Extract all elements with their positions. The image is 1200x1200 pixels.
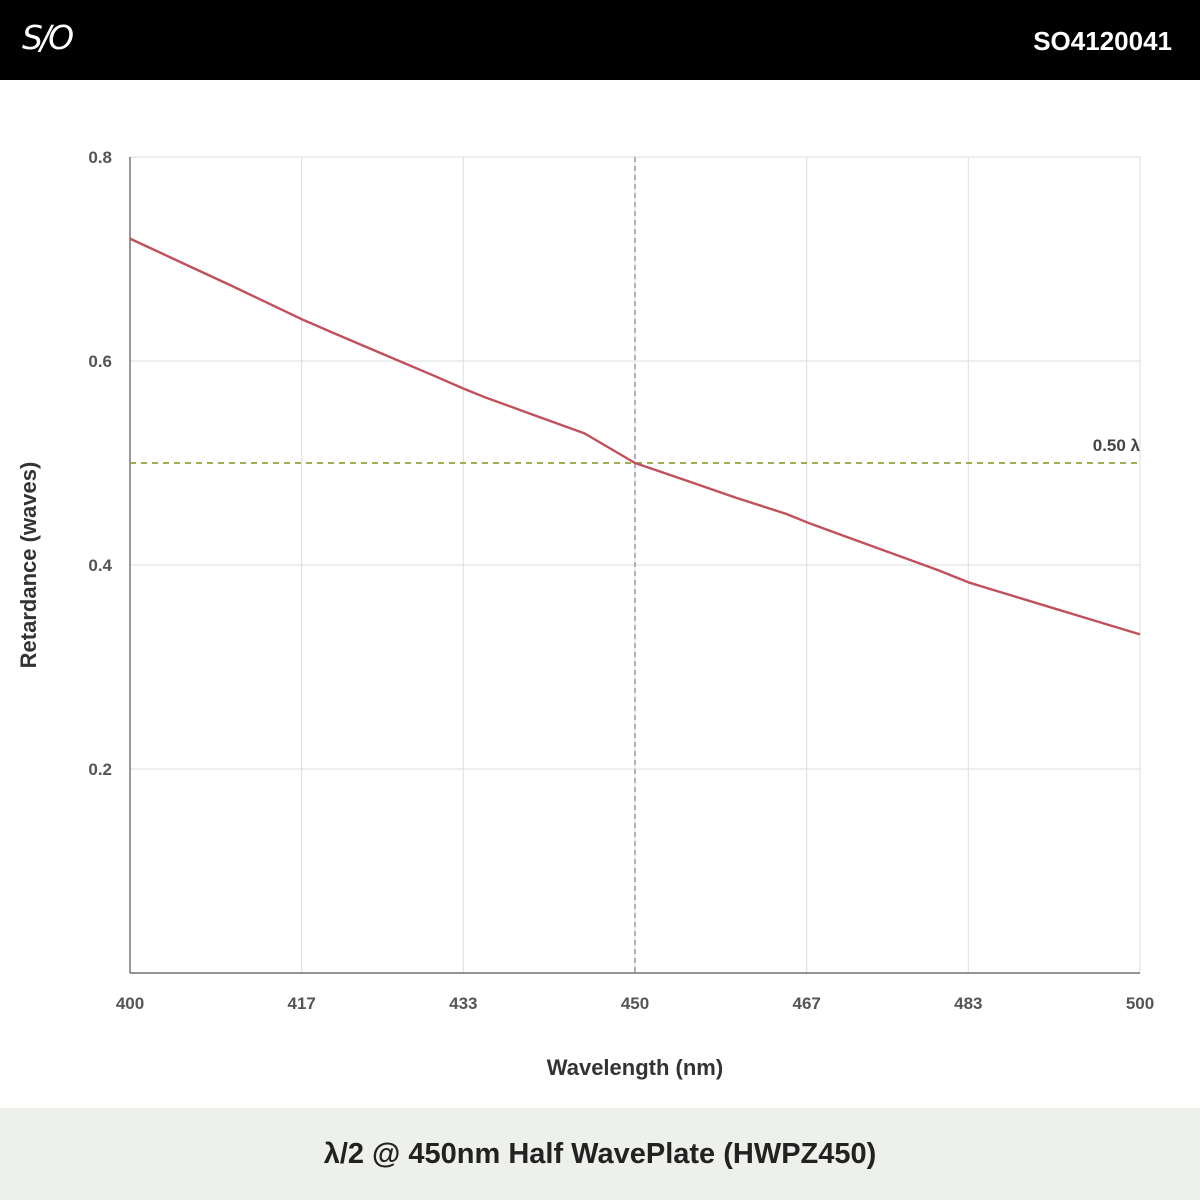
x-tick-label: 417 — [288, 994, 316, 1013]
x-tick-label: 450 — [621, 994, 649, 1013]
y-tick-label: 0.4 — [88, 556, 112, 575]
footer-bar: λ/2 @ 450nm Half WavePlate (HWPZ450) — [0, 1108, 1200, 1200]
brand-logo: S/O — [22, 18, 74, 57]
reference-line-label: 0.50 λ — [1093, 436, 1141, 455]
x-tick-label: 400 — [116, 994, 144, 1013]
chart-area: 400 417 433 450 467 483 500 0.2 0.4 0.6 0.8 Wavelen… — [0, 80, 1200, 1108]
y-tick-label: 0.8 — [88, 148, 112, 167]
x-tick-label: 500 — [1126, 994, 1154, 1013]
retardance-series-line — [129, 237, 1141, 636]
product-title: λ/2 @ 450nm Half WavePlate (HWPZ450) — [323, 1137, 877, 1170]
header-bar: S/O SO4120041 — [0, 0, 1200, 80]
retardance-chart: 400 417 433 450 467 483 500 0.2 0.4 0.6 0.8 Wavelen… — [16, 148, 1154, 1080]
y-tick-label: 0.2 — [88, 760, 112, 779]
part-number: SO4120041 — [1033, 26, 1172, 56]
y-tick-label: 0.6 — [88, 352, 112, 371]
x-tick-label: 483 — [954, 994, 982, 1013]
x-tick-label: 433 — [449, 994, 477, 1013]
y-axis-label: Retardance (waves) — [16, 462, 41, 669]
x-axis-label: Wavelength (nm) — [547, 1055, 723, 1080]
x-tick-label: 467 — [793, 994, 821, 1013]
